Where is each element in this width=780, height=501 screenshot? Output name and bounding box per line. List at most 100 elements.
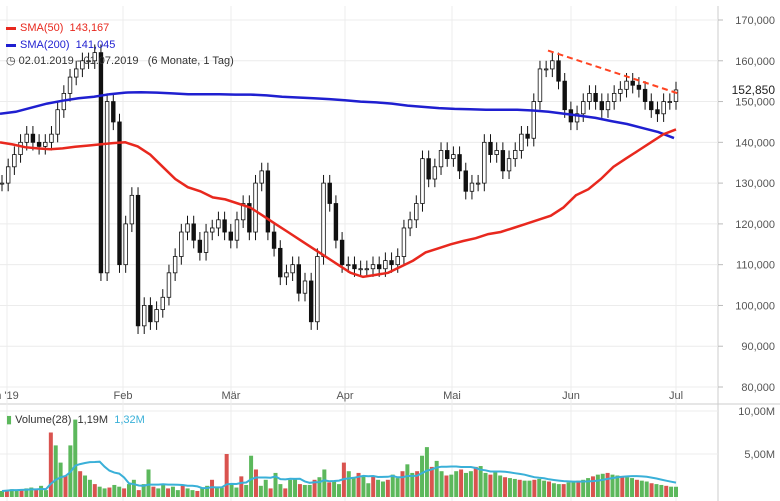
candle-body [271, 231, 277, 249]
last-price-label: 152,850 [732, 83, 776, 97]
volume-bar [14, 490, 19, 497]
sma200-line [0, 90, 675, 140]
x-tick-label: Jun [562, 390, 580, 402]
legend-volume: ▮ Volume(28) 1,19M 1,32M [6, 413, 145, 427]
volume-bar [136, 490, 141, 497]
period-label: (6 Monate, 1 Tag) [147, 55, 234, 67]
date-range: 02.01.2019 - 01.07.2019 [18, 55, 139, 67]
volume-bar [92, 484, 97, 497]
candle-body [667, 101, 673, 103]
candle-body [618, 88, 623, 94]
volume-bar [405, 464, 410, 497]
candle-body [543, 68, 549, 71]
candle-body [234, 219, 240, 241]
volume-bar [527, 480, 532, 497]
volume-bar [34, 489, 39, 497]
candle-body [36, 141, 42, 147]
candle-body [216, 219, 221, 229]
y-tick-label: 120,000 [735, 219, 775, 231]
volume-bar [307, 484, 312, 497]
volume-bar [415, 471, 420, 497]
candle-body [574, 113, 580, 123]
candle-body [179, 231, 184, 257]
candle-body [123, 223, 128, 266]
volume-bar [649, 483, 654, 497]
candle-body [519, 133, 524, 151]
candle-body [611, 93, 617, 102]
candle-body [148, 305, 153, 323]
volume-bar [576, 480, 581, 497]
volume-bar [517, 479, 522, 497]
volume-bar [390, 474, 395, 497]
volume-bar [371, 475, 376, 497]
volume-bar [117, 486, 122, 497]
volume-bar [664, 485, 669, 497]
volume-label: Volume(28) [15, 414, 72, 426]
candle-body [240, 203, 246, 221]
volume-bar [327, 482, 332, 497]
volume-bar [112, 484, 117, 497]
candle-body [457, 154, 462, 172]
volume-bar [102, 488, 107, 497]
indicator-lines [0, 49, 679, 279]
candle-body [30, 133, 36, 143]
candle-body [92, 52, 97, 62]
candle-body [364, 268, 370, 271]
candle-body [655, 109, 660, 115]
volume-bar [625, 477, 630, 497]
candle-body [203, 231, 209, 253]
volume-bar [346, 471, 351, 497]
candle-body [630, 80, 635, 86]
volume-bar [522, 480, 527, 497]
candle-body [104, 101, 110, 274]
candle-body [197, 239, 203, 253]
candle-body [556, 60, 561, 82]
last-price-box [724, 81, 778, 98]
clock-icon: ◷ [6, 55, 16, 67]
sma50-label: SMA(50) [20, 22, 64, 34]
volume-bar [488, 474, 493, 497]
candle-body [599, 101, 604, 111]
volume-bar [410, 472, 415, 497]
volume-avg-value: 1,32M [114, 414, 145, 426]
volume-bar [141, 484, 146, 497]
volume-bar [166, 488, 171, 497]
sma200-label: SMA(200) [20, 39, 70, 51]
candle-body [550, 60, 555, 70]
volume-bar [361, 475, 366, 497]
volume-bar [146, 469, 151, 497]
volume-bar [503, 477, 508, 497]
sma200-value: 141,045 [75, 39, 116, 51]
volume-bar [58, 462, 63, 497]
y-tick-label: 80,000 [741, 382, 775, 394]
candle-body [376, 264, 382, 270]
candle-body [469, 182, 475, 192]
candle-body [432, 166, 438, 180]
volume-bar [210, 479, 215, 497]
candle-body [339, 239, 345, 266]
volume-tick-label: 5,00M [744, 449, 775, 461]
volume-bar [542, 480, 547, 497]
volume-bar [302, 484, 307, 497]
volume-bar [332, 481, 337, 497]
candle-body [86, 60, 91, 63]
candle-body [67, 76, 73, 94]
volume-bar [258, 485, 263, 497]
volume-bar [39, 485, 44, 497]
volume-value: 1,19M [77, 414, 109, 426]
legend-sma200: SMA(200) 141,045 [6, 38, 115, 52]
candle-body [154, 309, 159, 323]
candle-body [482, 141, 487, 184]
candle-body [55, 109, 60, 135]
candle-body [358, 268, 363, 271]
volume-bar [561, 484, 566, 497]
volume-bar [161, 484, 166, 497]
volume-bar [151, 486, 156, 497]
volume-bar [53, 445, 58, 497]
volume-bar [107, 487, 112, 497]
volume-bar [185, 488, 190, 497]
x-tick-label: Jul [669, 390, 683, 402]
candle-body [296, 264, 302, 294]
volume-bar [4, 490, 9, 497]
candle-body [531, 101, 536, 139]
